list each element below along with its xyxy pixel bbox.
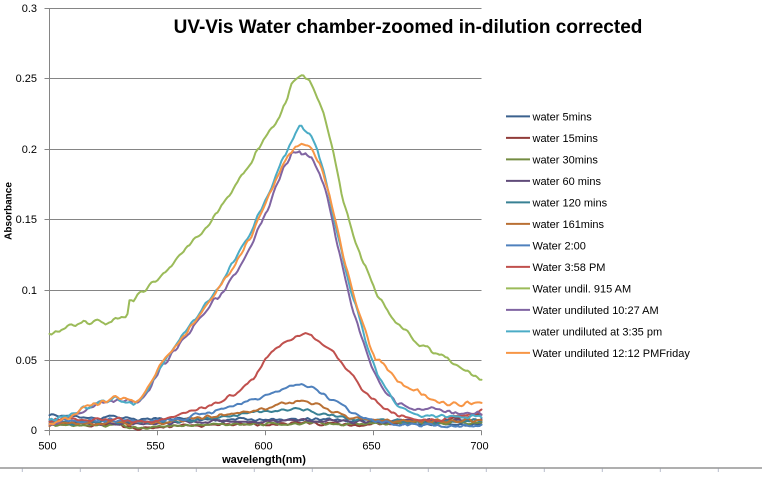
svg-text:UV-Vis Water chamber-zoomed in: UV-Vis Water chamber-zoomed in-dilution …: [174, 17, 643, 38]
svg-text:Absorbance: Absorbance: [4, 182, 15, 240]
svg-text:Water 3:58 PM: Water 3:58 PM: [533, 262, 606, 274]
svg-text:water 30mins: water 30mins: [532, 154, 599, 166]
svg-text:0.05: 0.05: [16, 355, 37, 367]
svg-text:Water undil. 915 AM: Water undil. 915 AM: [533, 283, 632, 295]
svg-text:0.3: 0.3: [22, 3, 37, 15]
svg-text:wavelength(nm): wavelength(nm): [221, 454, 306, 466]
svg-text:Water 2:00: Water 2:00: [533, 240, 586, 252]
svg-text:500: 500: [38, 441, 56, 453]
svg-text:0.1: 0.1: [22, 285, 37, 297]
svg-text:0.25: 0.25: [16, 73, 37, 85]
svg-text:Water undiluted 12:12 PMFriday: Water undiluted 12:12 PMFriday: [533, 348, 691, 360]
svg-text:700: 700: [470, 441, 488, 453]
svg-text:600: 600: [254, 441, 272, 453]
svg-text:550: 550: [146, 441, 164, 453]
svg-text:water 60 mins: water 60 mins: [532, 176, 602, 188]
svg-text:0: 0: [31, 425, 37, 437]
svg-text:water 161mins: water 161mins: [532, 219, 605, 231]
svg-text:water 15mins: water 15mins: [532, 133, 599, 145]
svg-text:650: 650: [362, 441, 380, 453]
svg-text:0.15: 0.15: [16, 214, 37, 226]
svg-text:water undiluted at 3:35 pm: water undiluted at 3:35 pm: [532, 326, 663, 338]
svg-text:0.2: 0.2: [22, 144, 37, 156]
svg-text:water 5mins: water 5mins: [532, 111, 593, 123]
svg-text:water 120 mins: water 120 mins: [532, 197, 608, 209]
svg-text:Water undiluted 10:27 AM: Water undiluted 10:27 AM: [533, 305, 659, 317]
